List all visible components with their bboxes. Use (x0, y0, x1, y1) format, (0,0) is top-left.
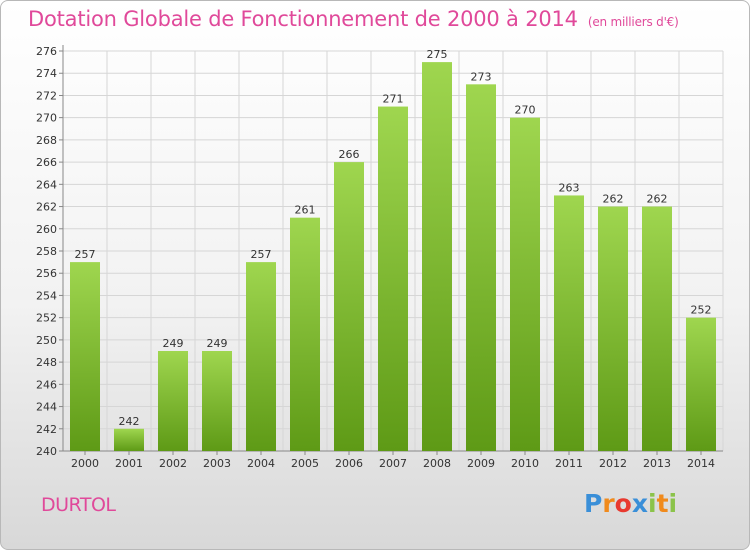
value-label: 261 (295, 204, 316, 217)
value-label: 252 (691, 304, 712, 317)
y-tick-label: 252 (36, 312, 57, 325)
y-tick-label: 260 (36, 223, 57, 236)
y-tick-label: 272 (36, 89, 57, 102)
data-labels: 257 242 249 249 257 261 266 271 275 273 270 263 262 2… (75, 48, 712, 428)
x-tick-label: 2013 (643, 457, 671, 470)
chart-title: Dotation Globale de Fonctionnement de 20… (28, 7, 679, 31)
logo-letter: P (584, 489, 603, 518)
y-tick-label: 268 (36, 134, 57, 147)
logo-letter: o (614, 489, 632, 518)
value-label: 249 (207, 337, 228, 350)
y-tick-label: 276 (36, 45, 57, 58)
y-tick-label: 248 (36, 356, 57, 369)
title-unit: (en milliers d'€) (587, 15, 679, 29)
y-tick-label: 254 (36, 289, 57, 302)
y-tick-label: 274 (36, 67, 57, 80)
value-label: 271 (383, 93, 404, 106)
x-tick-label: 2004 (247, 457, 275, 470)
x-tick-label: 2005 (291, 457, 319, 470)
y-tick-label: 244 (36, 401, 57, 414)
y-tick-label: 266 (36, 156, 57, 169)
title-text: Dotation Globale de Fonctionnement de 20… (28, 7, 578, 31)
value-label: 266 (339, 148, 360, 161)
logo-letter: x (631, 489, 648, 518)
y-tick-label: 240 (36, 445, 57, 458)
x-tick-label: 2007 (379, 457, 407, 470)
x-tick-label: 2000 (71, 457, 99, 470)
value-label: 257 (75, 248, 96, 261)
bar (290, 217, 320, 451)
bar (554, 195, 584, 451)
bar (466, 84, 496, 451)
x-tick-label: 2010 (511, 457, 539, 470)
value-label: 242 (119, 415, 140, 428)
x-tick-label: 2014 (687, 457, 715, 470)
logo-letter: i (648, 489, 657, 518)
logo-letter: r (602, 489, 615, 518)
y-tick-label: 270 (36, 112, 57, 125)
x-tick-label: 2009 (467, 457, 495, 470)
x-tick-label: 2006 (335, 457, 363, 470)
bar (642, 206, 672, 451)
y-tick-label: 246 (36, 378, 57, 391)
y-tick-label: 250 (36, 334, 57, 347)
bar (510, 117, 540, 452)
y-tick-label: 264 (36, 178, 57, 191)
x-tick-label: 2003 (203, 457, 231, 470)
value-label: 263 (559, 181, 580, 194)
bar (70, 262, 100, 451)
value-label: 262 (603, 193, 624, 206)
x-tick-label: 2012 (599, 457, 627, 470)
logo-letter: t (656, 489, 669, 518)
bar (378, 106, 408, 452)
bar (114, 428, 144, 451)
value-label: 270 (515, 104, 536, 117)
y-tick-label: 262 (36, 201, 57, 214)
y-tick-label: 242 (36, 423, 57, 436)
bar (334, 162, 364, 451)
x-tick-label: 2001 (115, 457, 143, 470)
bar (686, 317, 716, 451)
logo-letter: i (668, 489, 678, 518)
value-label: 273 (471, 70, 492, 83)
x-tick-label: 2002 (159, 457, 187, 470)
y-tick-label: 258 (36, 245, 57, 258)
bar (202, 351, 232, 451)
value-label: 262 (647, 193, 668, 206)
x-tick-label: 2008 (423, 457, 451, 470)
x-tick-label: 2011 (555, 457, 583, 470)
proxiti-logo[interactable]: Proxiti (584, 489, 677, 518)
bars (70, 62, 716, 452)
value-label: 249 (163, 337, 184, 350)
bar (246, 262, 276, 451)
bar (422, 62, 452, 451)
value-label: 275 (427, 48, 448, 61)
bar (158, 351, 188, 451)
bar (598, 206, 628, 451)
commune-name: DURTOL (41, 494, 116, 516)
value-label: 257 (251, 248, 272, 261)
y-tick-label: 256 (36, 267, 57, 280)
